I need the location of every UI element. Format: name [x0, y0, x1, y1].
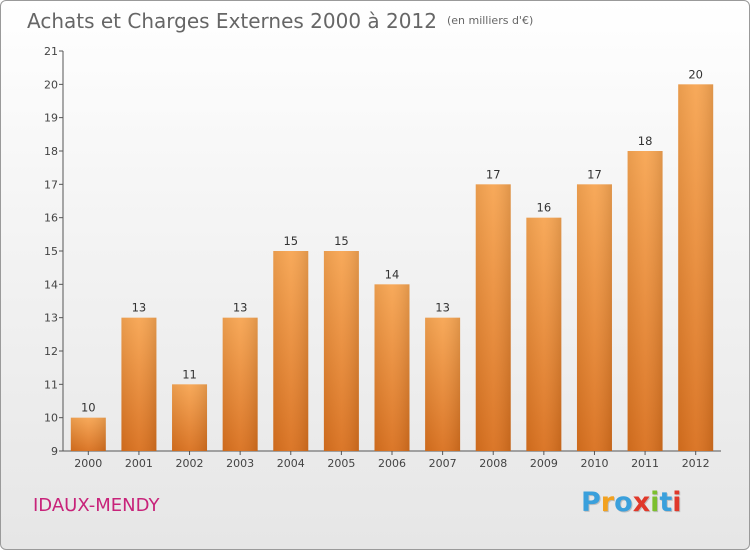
y-tick-label: 18 — [44, 145, 58, 158]
x-tick-label-2007: 2007 — [429, 457, 457, 470]
bar-shade-2006 — [374, 284, 410, 451]
x-tick-label-2006: 2006 — [378, 457, 406, 470]
bars — [70, 84, 714, 452]
logo-letter: P — [581, 487, 601, 518]
data-labels: 10 13 11 13 15 15 14 13 17 16 17 18 20 — [81, 67, 703, 414]
bar-shade-2000 — [70, 417, 106, 451]
x-tick-label-2011: 2011 — [631, 457, 659, 470]
y-tick-label: 14 — [44, 278, 58, 291]
logo-letter: t — [659, 487, 673, 518]
logo-letter: i — [672, 487, 682, 518]
data-label-2004: 15 — [283, 234, 298, 248]
data-label-2008: 17 — [486, 167, 501, 181]
data-label-2006: 14 — [385, 267, 400, 281]
commune-name: IDAUX-MENDY — [33, 495, 160, 516]
x-tick-label-2008: 2008 — [479, 457, 507, 470]
bar-shade-2009 — [526, 217, 562, 451]
y-tick-label: 21 — [44, 45, 58, 58]
x-tick-label-2012: 2012 — [682, 457, 710, 470]
bar-shade-2010 — [576, 184, 612, 452]
y-tick-label: 19 — [44, 112, 58, 125]
proxiti-logo: Proxiti — [581, 487, 682, 518]
chart-subtitle: (en milliers d'€) — [446, 14, 534, 27]
data-label-2012: 20 — [688, 67, 703, 81]
data-label-2005: 15 — [334, 234, 349, 248]
x-tick-label-2009: 2009 — [530, 457, 558, 470]
y-tick-label: 10 — [44, 412, 58, 425]
bar-shade-2008 — [475, 184, 511, 452]
logo-letter: o — [614, 487, 633, 518]
bar-shade-2005 — [323, 251, 359, 451]
chart-title: Achats et Charges Externes 2000 à 2012 (e… — [27, 9, 533, 33]
chart-title-text: Achats et Charges Externes 2000 à 2012 — [27, 9, 437, 33]
logo-letter: r — [600, 487, 615, 518]
x-tick-label-2000: 2000 — [74, 457, 102, 470]
y-tick-label: 13 — [44, 312, 58, 325]
data-label-2007: 13 — [435, 301, 450, 315]
bar-shade-2003 — [222, 317, 258, 451]
y-tick-label: 16 — [44, 212, 58, 225]
y-tick-label: 11 — [44, 378, 58, 391]
data-label-2000: 10 — [81, 401, 96, 415]
y-tick-label: 20 — [44, 78, 58, 91]
x-tick-label-2001: 2001 — [125, 457, 153, 470]
y-tick-label: 12 — [44, 345, 58, 358]
logo-letter: x — [632, 487, 651, 518]
bar-shade-2007 — [425, 317, 461, 451]
y-tick-label: 17 — [44, 178, 58, 191]
x-tick-label-2003: 2003 — [226, 457, 254, 470]
data-label-2009: 16 — [537, 201, 552, 215]
bar-shade-2001 — [121, 317, 157, 451]
logo-letter: i — [650, 487, 660, 518]
axes: 9 10 11 12 13 14 15 16 17 18 19 20 21 2000 2001 2002 200… — [44, 45, 721, 470]
data-label-2003: 13 — [233, 301, 248, 315]
data-label-2002: 11 — [182, 367, 197, 381]
x-tick-label-2010: 2010 — [580, 457, 608, 470]
bar-shade-2011 — [627, 151, 663, 451]
bar-shade-2012 — [678, 84, 714, 451]
data-label-2001: 13 — [132, 301, 147, 315]
x-tick-label-2005: 2005 — [327, 457, 355, 470]
x-tick-label-2004: 2004 — [277, 457, 305, 470]
y-tick-label: 15 — [44, 245, 58, 258]
x-tick-label-2002: 2002 — [176, 457, 204, 470]
bar-shade-2002 — [172, 384, 208, 451]
bar-shade-2004 — [273, 251, 309, 451]
data-label-2010: 17 — [587, 167, 602, 181]
y-tick-label: 9 — [51, 445, 58, 458]
data-label-2011: 18 — [638, 134, 653, 148]
